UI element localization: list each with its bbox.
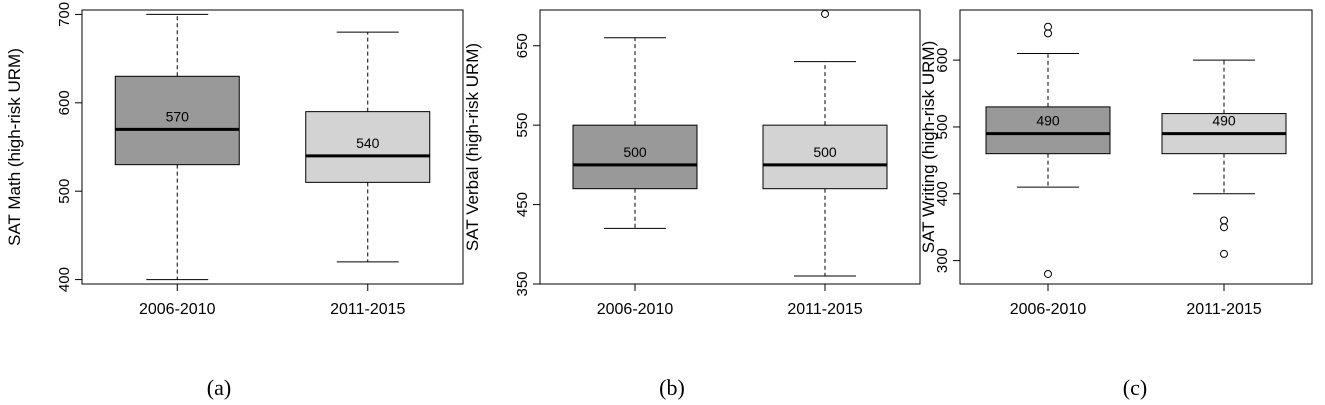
y-tick-label: 550 [514,113,531,138]
box-iqr [114,75,240,166]
y-axis-label: SAT Verbal (high-risk URM) [463,43,482,251]
outlier-point [1044,22,1052,31]
y-tick-label: 650 [514,33,531,58]
box-iqr [762,124,888,190]
box-iqr [305,111,431,183]
panel-label: (b) [659,375,685,400]
median-label: 490 [1212,113,1236,129]
median-label: 540 [356,135,380,151]
outlier-point [1220,249,1228,258]
y-tick-label: 500 [56,179,73,204]
y-tick-label: 450 [514,192,531,217]
x-tick-label: 2006-2010 [597,301,674,318]
x-tick-label: 2011-2015 [787,301,862,318]
panel-label: (a) [207,375,231,400]
y-tick-label: 700 [56,2,73,27]
y-tick-label: 400 [934,181,951,206]
y-tick-label: 600 [934,48,951,73]
median-label: 490 [1036,113,1060,129]
y-axis-label: SAT Math (high-risk URM) [5,48,24,246]
y-tick-label: 400 [56,267,73,292]
x-tick-label: 2006-2010 [139,301,216,318]
y-tick-label: 300 [934,248,951,273]
outlier-point [821,9,829,18]
median-label: 570 [166,108,190,124]
panel-label: (c) [1123,375,1147,400]
y-tick-label: 600 [56,90,73,115]
outlier-point [1220,216,1228,225]
outlier-point [1044,29,1052,38]
box-iqr [985,106,1111,155]
y-axis-label: SAT Writing (high-risk URM) [919,41,938,254]
box-iqr [572,124,698,190]
y-tick-label: 350 [514,271,531,296]
outlier-point [1220,223,1228,232]
x-tick-label: 2006-2010 [1010,301,1087,318]
outlier-point [1044,269,1052,278]
x-tick-label: 2011-2015 [330,301,405,318]
x-tick-label: 2011-2015 [1186,301,1261,318]
y-tick-label: 500 [934,114,951,139]
median-label: 500 [813,144,837,160]
median-label: 500 [623,144,647,160]
